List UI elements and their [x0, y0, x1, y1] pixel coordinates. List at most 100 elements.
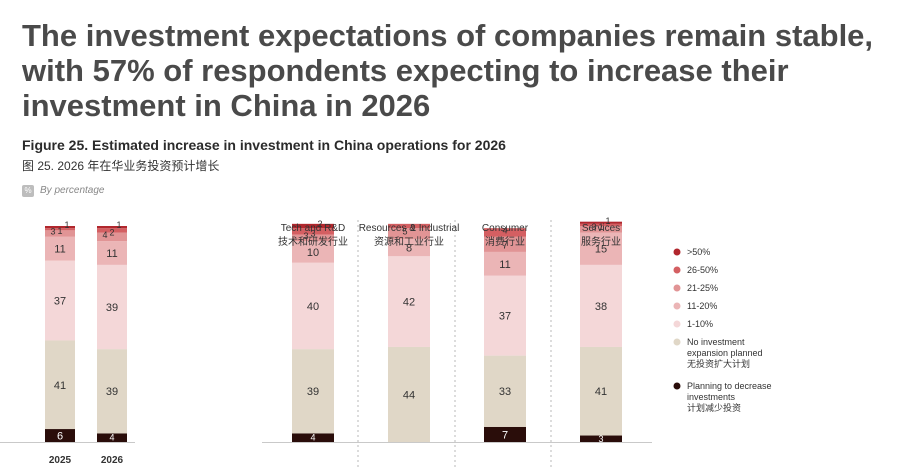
data-label: 1	[598, 222, 603, 232]
figure-title: Figure 25. Estimated increase in investm…	[22, 137, 506, 153]
data-label: 41	[595, 386, 607, 398]
bar-segment-p11_20	[388, 238, 430, 257]
bar-segment-decrease	[484, 426, 526, 442]
bar-segment-p11_20	[484, 251, 526, 276]
data-label: 11	[54, 244, 65, 256]
data-label: 39	[307, 386, 319, 398]
data-label: 1	[116, 220, 121, 230]
bar-segment-p11_20	[97, 241, 127, 265]
data-label: 39	[106, 386, 118, 398]
data-label: 8	[406, 243, 412, 255]
figure-title-cn: 图 25. 2026 年在华业务投资预计增长	[22, 159, 220, 173]
bar-segment-p21_25	[580, 226, 622, 233]
bar-segment-p50	[45, 226, 75, 229]
legend-label-decrease: Planning to decrease investments 计划减少投资	[687, 381, 772, 413]
data-label: 40	[307, 301, 319, 313]
data-label: 10	[307, 247, 319, 259]
bar-segment-p50	[292, 223, 334, 229]
category-label: 2026	[101, 455, 124, 466]
data-label: 2	[317, 219, 322, 229]
category-label: Services	[582, 223, 620, 234]
data-label: 37	[54, 296, 66, 308]
bar-segment-p21_25	[484, 236, 526, 252]
data-label: 15	[595, 244, 607, 256]
bar-segment-p1_10	[45, 260, 75, 341]
data-label: 7	[502, 429, 508, 441]
data-label: 3	[598, 434, 603, 444]
data-label: 37	[499, 311, 511, 323]
page-headline: The investment expectations of companies…	[22, 18, 874, 123]
bar-segment-p21_25	[97, 232, 127, 242]
legend-label-p26_50: 26-50%	[687, 265, 718, 275]
category-label-cn: 技术和研发行业	[278, 235, 348, 248]
legend-label-none: No investment expansion planned 无投资扩大计划	[687, 337, 763, 369]
category-label: 2025	[49, 455, 72, 466]
data-label: 1	[64, 220, 69, 230]
bar-segment-p50	[580, 221, 622, 224]
legend-swatch-p1_10	[673, 320, 681, 328]
data-label: 3	[303, 231, 308, 241]
bar-segment-p11_20	[580, 232, 622, 265]
legend-swatch-p21_25	[673, 284, 681, 292]
units-note: By percentage	[40, 185, 105, 196]
legend-swatch-p50	[673, 248, 681, 256]
category-label-cn: 服务行业	[581, 235, 621, 248]
category-label-cn: 资源和工业行业	[374, 235, 444, 248]
legend-swatch-decrease	[673, 382, 681, 390]
bar-segment-p21_25	[45, 230, 75, 237]
bar-segment-p21_25	[388, 228, 430, 239]
data-label: 7	[502, 239, 508, 251]
category-label: Resources & Industrial	[359, 223, 460, 234]
bar-segment-decrease	[292, 433, 334, 442]
legend-label-p1_10: 1-10%	[687, 319, 713, 329]
data-label: 1	[57, 226, 62, 236]
bar-segment-none	[45, 340, 75, 430]
bar-segment-p1_10	[484, 275, 526, 356]
bar-segment-p26_50	[388, 223, 430, 229]
data-label: 4	[502, 225, 507, 235]
legend-swatch-none	[673, 338, 681, 346]
category-label: Tech and R&D	[281, 223, 345, 234]
bar-segment-p26_50	[45, 228, 75, 231]
bar-segment-p11_20	[292, 241, 334, 263]
data-label: 3	[310, 228, 315, 238]
bar-segment-p1_10	[580, 264, 622, 347]
data-label: 6	[57, 431, 63, 443]
legend-swatch-p26_50	[673, 266, 681, 274]
bar-segment-p21_25	[292, 234, 334, 242]
data-label: 3	[591, 222, 596, 232]
data-label: 4	[310, 433, 315, 443]
bar-segment-none	[580, 346, 622, 436]
legend-label-p11_20: 11-20%	[687, 301, 717, 311]
data-label: 2	[109, 227, 114, 237]
bar-segment-none	[484, 355, 526, 427]
bar-segment-none	[388, 346, 430, 442]
bar-segment-p26_50	[97, 228, 127, 233]
category-label: Consumer	[482, 223, 529, 234]
bar-segment-p26_50	[484, 228, 526, 237]
data-label: 11	[106, 248, 117, 260]
data-label: 1	[605, 216, 610, 226]
bar-segment-p11_20	[45, 236, 75, 261]
bar-segment-p1_10	[97, 264, 127, 350]
percent-icon: %	[22, 185, 34, 197]
data-label: 11	[499, 259, 510, 271]
bar-segment-decrease	[580, 435, 622, 442]
data-label: 2	[410, 223, 415, 233]
legend-label-p21_25: 21-25%	[687, 283, 718, 293]
data-label: 39	[106, 302, 118, 314]
category-label-cn: 消费行业	[485, 235, 525, 248]
bar-segment-decrease	[45, 429, 75, 442]
data-label: 5	[402, 227, 407, 237]
bar-segment-p50	[97, 226, 127, 229]
bar-segment-none	[97, 349, 127, 434]
bar-segment-p1_10	[292, 262, 334, 350]
bar-segment-p26_50	[292, 228, 334, 235]
data-label: 41	[54, 380, 66, 392]
legend-label-p50: >50%	[687, 247, 710, 257]
bar-segment-p26_50	[580, 223, 622, 226]
data-label: 42	[403, 297, 415, 309]
bar-segment-none	[292, 349, 334, 434]
bar-segment-p1_10	[388, 256, 430, 347]
